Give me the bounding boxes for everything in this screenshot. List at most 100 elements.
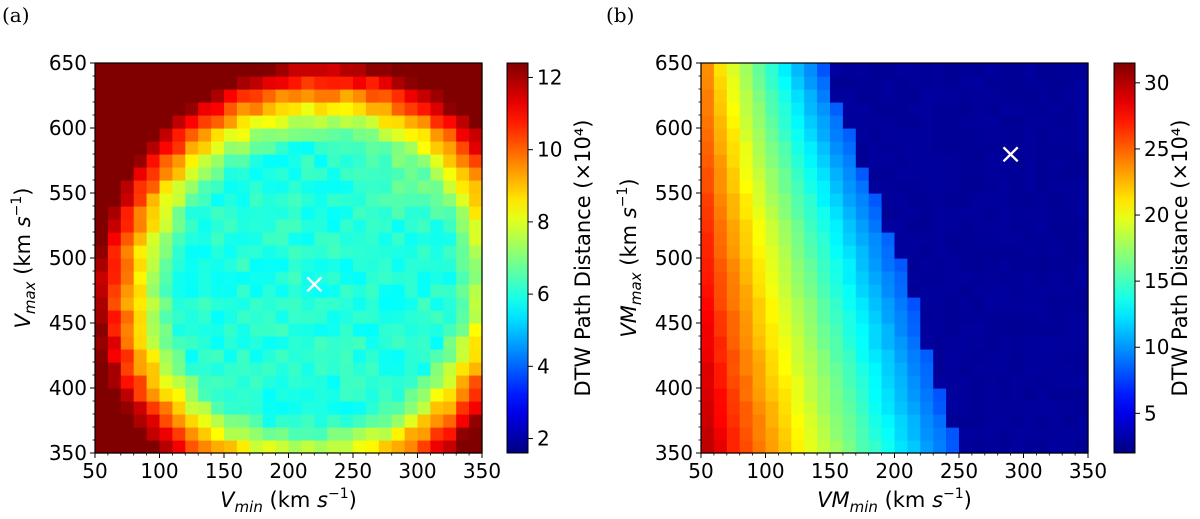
heatmap-cell	[804, 102, 818, 116]
heatmap-cell	[224, 193, 238, 207]
heatmap-cell	[1049, 245, 1063, 259]
heatmap-cell	[236, 219, 251, 233]
heatmap-cell	[701, 154, 715, 168]
heatmap-cell	[275, 76, 290, 90]
heatmap-cell	[327, 63, 341, 77]
heatmap-cell	[340, 349, 354, 363]
y-tick-label: 650	[49, 51, 87, 75]
heatmap-cell	[378, 310, 393, 324]
heatmap-cell	[340, 245, 354, 259]
heatmap-cell	[778, 232, 792, 246]
heatmap-cell	[1036, 297, 1050, 311]
heatmap-cell	[1075, 141, 1089, 155]
heatmap-cell	[726, 284, 741, 298]
heatmap-cell	[1036, 154, 1050, 168]
heatmap-cell	[327, 388, 341, 402]
heatmap-cell	[185, 167, 199, 181]
heatmap-cell	[726, 102, 741, 116]
heatmap-cell	[198, 336, 212, 350]
heatmap-cell	[1049, 232, 1063, 246]
heatmap-cell	[443, 141, 457, 155]
heatmap-cell	[391, 388, 406, 402]
heatmap-cell	[1010, 336, 1025, 350]
heatmap-cell	[946, 362, 960, 376]
heatmap-cell	[752, 167, 767, 181]
heatmap-cell	[881, 128, 896, 142]
heatmap-cell	[830, 193, 844, 207]
heatmap-cell	[1062, 128, 1076, 142]
heatmap-cell	[778, 336, 792, 350]
heatmap-cell	[765, 63, 779, 77]
heatmap-cell	[713, 180, 728, 194]
heatmap-cell	[404, 89, 419, 103]
heatmap-cell	[726, 180, 741, 194]
heatmap-cell	[959, 128, 973, 142]
heatmap-cell	[469, 440, 483, 454]
heatmap-cell	[1062, 284, 1076, 298]
heatmap-cell	[701, 167, 715, 181]
heatmap-cell	[95, 297, 109, 311]
heatmap-cell	[172, 167, 186, 181]
heatmap-cell	[1062, 271, 1076, 285]
heatmap-cell	[262, 63, 277, 77]
heatmap-cell	[172, 336, 186, 350]
heatmap-cell	[894, 414, 908, 428]
heatmap-cell	[224, 128, 238, 142]
heatmap-cell	[314, 154, 328, 168]
heatmap-cell	[198, 193, 212, 207]
heatmap-cell	[95, 284, 109, 298]
heatmap-cell	[907, 89, 921, 103]
heatmap-cell	[894, 89, 908, 103]
heatmap-cell	[120, 102, 135, 116]
heatmap-cell	[288, 128, 302, 142]
heatmap-cell	[1023, 336, 1037, 350]
heatmap-cell	[739, 76, 754, 90]
heatmap-cell	[443, 154, 457, 168]
heatmap-cell	[791, 310, 805, 324]
heatmap-cell	[920, 115, 934, 129]
colorbar-tick-label: 6	[537, 282, 550, 306]
heatmap-cell	[469, 427, 483, 441]
heatmap-cell	[817, 206, 831, 220]
heatmap-cell	[701, 219, 715, 233]
heatmap-cell	[791, 375, 805, 389]
heatmap-cell	[1010, 193, 1025, 207]
heatmap-cell	[456, 336, 470, 350]
heatmap-cell	[430, 427, 444, 441]
heatmap-cell	[224, 63, 238, 77]
heatmap-cell	[933, 375, 947, 389]
heatmap-cell	[920, 102, 934, 116]
heatmap-cell	[1010, 180, 1025, 194]
heatmap-cell	[301, 89, 315, 103]
heatmap-cell	[778, 440, 792, 454]
heatmap-cell	[417, 336, 431, 350]
heatmap-cell	[211, 414, 225, 428]
y-tick-label: 450	[49, 311, 87, 335]
heatmap-cell	[752, 427, 767, 441]
heatmap-cell	[107, 76, 122, 90]
heatmap-cell	[752, 297, 767, 311]
heatmap-cell	[739, 362, 754, 376]
heatmap-cell	[146, 89, 161, 103]
heatmap-cell	[249, 180, 264, 194]
heatmap-cell	[159, 388, 173, 402]
heatmap-cell	[868, 206, 883, 220]
heatmap-cell	[404, 323, 419, 337]
x-tick-label: 250	[940, 459, 978, 483]
heatmap-cell	[868, 375, 883, 389]
heatmap-cell	[391, 245, 406, 259]
heatmap-cell	[959, 271, 973, 285]
heatmap-cell	[713, 258, 728, 272]
heatmap-cell	[159, 193, 173, 207]
heatmap-cell	[340, 141, 354, 155]
heatmap-cell	[236, 154, 251, 168]
heatmap-cell	[868, 89, 883, 103]
heatmap-cell	[933, 349, 947, 363]
heatmap-cell	[778, 414, 792, 428]
heatmap-cell	[907, 349, 921, 363]
heatmap-cell	[817, 154, 831, 168]
heatmap-cell	[288, 388, 302, 402]
heatmap-cell	[469, 232, 483, 246]
heatmap-cell	[172, 349, 186, 363]
heatmap-cell	[185, 89, 199, 103]
